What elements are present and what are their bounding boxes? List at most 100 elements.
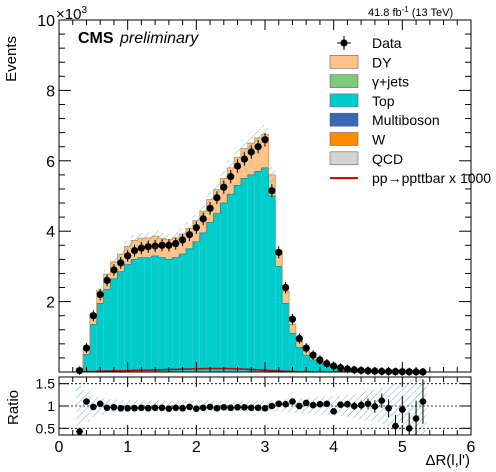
ratio-point — [398, 396, 406, 423]
data-point — [220, 180, 228, 194]
mc-uncertainty — [144, 232, 152, 244]
ratio-point — [316, 400, 324, 408]
x-tick-label: 0 — [55, 439, 64, 456]
mc-uncertainty — [240, 139, 248, 158]
y-axis-title: Events — [3, 36, 20, 82]
data-point — [89, 310, 97, 322]
svg-text:Data: Data — [372, 35, 402, 51]
svg-text:Multiboson: Multiboson — [372, 112, 440, 128]
ratio-points — [76, 379, 427, 435]
x-tick-label: 3 — [261, 439, 270, 456]
ratio-point — [302, 399, 310, 407]
data-point — [302, 343, 310, 353]
data-point — [192, 221, 200, 234]
top-bar — [234, 185, 241, 372]
ratio-point — [350, 401, 358, 411]
top-bar — [309, 360, 317, 372]
svg-text:DY: DY — [372, 54, 392, 70]
ratio-point — [89, 403, 97, 411]
ratio-point — [357, 400, 365, 410]
ratio-point — [227, 404, 235, 412]
mc-uncertainty — [103, 270, 111, 279]
ratio-point — [343, 400, 351, 408]
main-axes: 2 4 6 8 10 — [37, 13, 472, 373]
ratio-point — [151, 404, 159, 412]
data-point — [151, 239, 159, 253]
ratio-point — [419, 379, 427, 424]
legend: Data DY γ+jets Top Multiboson W QCD pp→ppttbar … — [329, 35, 491, 186]
data-point — [158, 239, 166, 252]
ratio-point — [282, 400, 290, 408]
ratio-point — [137, 404, 145, 412]
top-bar — [179, 254, 187, 372]
top-bar — [89, 324, 97, 372]
data-point — [254, 139, 262, 154]
dy-bar — [289, 324, 296, 334]
data-point — [117, 256, 125, 269]
mc-uncertainty — [234, 148, 241, 166]
luminosity-label: 41.8 fb-1 (13 TeV) — [368, 5, 453, 19]
x-tick-label: 4 — [329, 439, 338, 456]
data-point — [82, 343, 91, 353]
x-tick-label: 6 — [467, 439, 476, 456]
svg-text:QCD: QCD — [372, 151, 403, 167]
mc-uncertainty — [124, 241, 132, 252]
ratio-point — [83, 398, 90, 405]
data-point — [316, 355, 324, 365]
top-bar — [282, 303, 290, 372]
ratio-point — [337, 401, 344, 408]
data-point — [309, 350, 317, 360]
data-point — [213, 191, 221, 205]
data-point — [268, 184, 276, 198]
top-bar — [151, 255, 159, 372]
data-point — [130, 244, 139, 257]
data-point — [233, 159, 242, 173]
data-point — [227, 170, 235, 184]
data-point — [96, 288, 104, 301]
y-tick-label: 2 — [46, 295, 55, 312]
top-bar — [131, 259, 138, 372]
legend-entry: pp→ppttbar x 1000 — [330, 170, 491, 186]
top-bar — [261, 167, 269, 372]
top-bar — [103, 289, 111, 372]
y-tick-label: 4 — [46, 224, 55, 241]
data-point — [172, 237, 180, 250]
legend-entry: W — [329, 132, 386, 148]
ratio-point — [309, 401, 317, 409]
signal-histogram — [75, 367, 427, 372]
ratio-point — [110, 404, 118, 411]
top-bar — [247, 174, 255, 372]
exponent-label: ×103 — [56, 5, 87, 23]
ratio-point — [254, 404, 262, 412]
ratio-point — [179, 404, 187, 412]
mc-uncertainty — [268, 166, 276, 183]
ratio-point — [405, 412, 413, 435]
ratio-point — [234, 404, 241, 411]
ratio-band-bin — [83, 390, 90, 422]
top-bar — [199, 232, 207, 372]
ratio-tick-label: 0.5 — [36, 420, 56, 436]
mc-uncertainty — [131, 235, 138, 246]
legend-entry: Data — [337, 35, 402, 51]
data-point — [110, 264, 118, 276]
ratio-axes: 0.5 1 1.5 0 1 2 3 4 5 6 — [36, 376, 476, 456]
top-bar — [158, 257, 166, 372]
data-point — [199, 212, 207, 226]
data-point — [165, 239, 173, 252]
data-point — [261, 132, 269, 147]
mc-uncertainty — [117, 249, 125, 259]
mc-uncertainty — [247, 134, 255, 153]
ratio-point — [364, 398, 372, 410]
ratio-point — [275, 400, 283, 408]
data-point — [103, 274, 111, 287]
mc-uncertainty — [192, 214, 200, 227]
dy-bar — [261, 134, 269, 168]
data-point — [288, 313, 297, 325]
top-bar — [83, 354, 90, 372]
legend-entry: DY — [329, 54, 392, 70]
top-bar — [110, 278, 118, 372]
data-point — [323, 359, 331, 369]
x-tick-label: 2 — [192, 439, 201, 456]
ratio-point — [261, 404, 269, 412]
ratio-point — [378, 393, 386, 408]
